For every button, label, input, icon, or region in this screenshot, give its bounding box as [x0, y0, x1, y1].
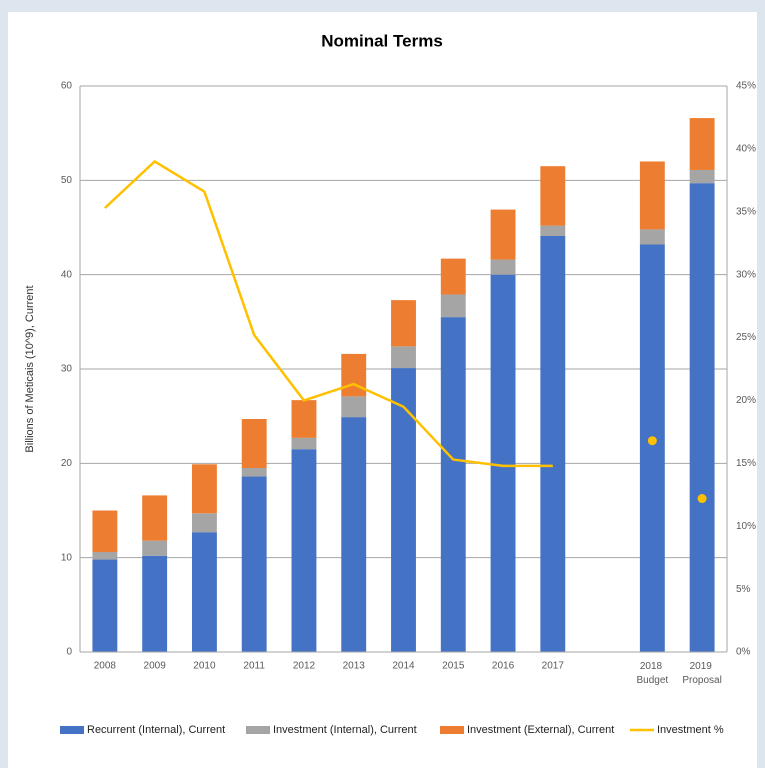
bar-segment: [689, 183, 715, 652]
bar-segment: [490, 259, 516, 275]
x-tick-label: 2017: [542, 661, 565, 672]
y2-tick-label: 25%: [736, 332, 756, 343]
bar-segment: [391, 300, 416, 347]
bar-segment: [440, 258, 466, 295]
y-tick-label: 40: [61, 269, 73, 280]
chart-title: Nominal Terms: [321, 31, 443, 50]
x-tick-label: 2008: [94, 661, 117, 672]
x-tick-label: 2018 Budget: [636, 661, 668, 686]
y2-tick-label: 40%: [736, 144, 756, 155]
legend-label: Investment (External), Current: [467, 724, 614, 736]
x-tick-label: 2012: [293, 661, 316, 672]
bar-segment: [639, 229, 665, 245]
bar-segment: [341, 353, 367, 397]
bar-segment: [341, 417, 367, 652]
bar-segment: [341, 396, 367, 418]
bar-segment: [291, 449, 317, 652]
y-tick-label: 0: [66, 647, 72, 658]
chart-background: [8, 12, 757, 768]
bar-segment: [241, 418, 267, 469]
legend-label: Recurrent (Internal), Current: [87, 724, 225, 736]
bar-segment: [689, 169, 715, 184]
y-tick-label: 30: [61, 364, 73, 375]
bar-segment: [540, 235, 566, 653]
x-tick-label: 2015: [442, 661, 465, 672]
bar-segment: [291, 400, 317, 438]
y2-tick-label: 0%: [736, 647, 751, 658]
y2-tick-label: 20%: [736, 395, 756, 406]
legend-swatch: [246, 726, 270, 734]
bar-segment: [92, 510, 118, 553]
x-tick-label: 2011: [243, 661, 265, 672]
bar-segment: [490, 274, 516, 652]
bar-segment: [391, 346, 416, 369]
y-tick-label: 50: [61, 175, 73, 186]
bar-segment: [440, 294, 466, 318]
legend-swatch: [440, 726, 464, 734]
bar-segment: [92, 559, 118, 652]
bar-segment: [241, 476, 267, 652]
bar-segment: [689, 118, 715, 170]
bar-segment: [92, 552, 118, 560]
marker: [697, 494, 707, 504]
bar-segment: [440, 317, 466, 652]
legend-swatch: [60, 726, 84, 734]
x-tick-label: 2013: [343, 661, 366, 672]
x-tick-label: 2016: [492, 661, 515, 672]
y-tick-label: 20: [61, 458, 73, 469]
bar-segment: [540, 225, 566, 236]
x-tick-label: 2014: [392, 661, 415, 672]
x-tick-label: 2019 Proposal: [682, 661, 721, 686]
bar-segment: [142, 495, 168, 541]
y2-tick-label: 30%: [736, 269, 756, 280]
line: [104, 160, 553, 468]
bar-segment: [639, 161, 665, 230]
x-tick-label: 2010: [193, 661, 216, 672]
x-tick-label: 2009: [144, 661, 167, 672]
legend-label: Investment (Internal), Current: [273, 724, 417, 736]
y2-tick-label: 5%: [736, 584, 751, 595]
bar-segment: [391, 368, 416, 652]
legend-label: Investment %: [657, 724, 724, 736]
bar-segment: [191, 464, 217, 514]
bar-segment: [241, 468, 267, 477]
y2-tick-label: 10%: [736, 521, 756, 532]
bar-segment: [191, 532, 217, 652]
marker: [647, 436, 657, 446]
bar-segment: [142, 540, 168, 556]
y2-tick-label: 15%: [736, 458, 756, 469]
y2-tick-label: 45%: [736, 81, 756, 92]
y-axis-label: Billions of Meticais (10^9), Current: [24, 285, 36, 452]
bar-segment: [490, 209, 516, 260]
y2-tick-label: 35%: [736, 206, 756, 217]
bar-segment: [291, 437, 317, 450]
y-tick-label: 60: [61, 81, 73, 92]
y-tick-label: 10: [61, 552, 73, 563]
bar-segment: [540, 166, 566, 226]
bar-segment: [142, 555, 168, 652]
bar-segment: [639, 244, 665, 653]
bar-segment: [191, 513, 217, 533]
